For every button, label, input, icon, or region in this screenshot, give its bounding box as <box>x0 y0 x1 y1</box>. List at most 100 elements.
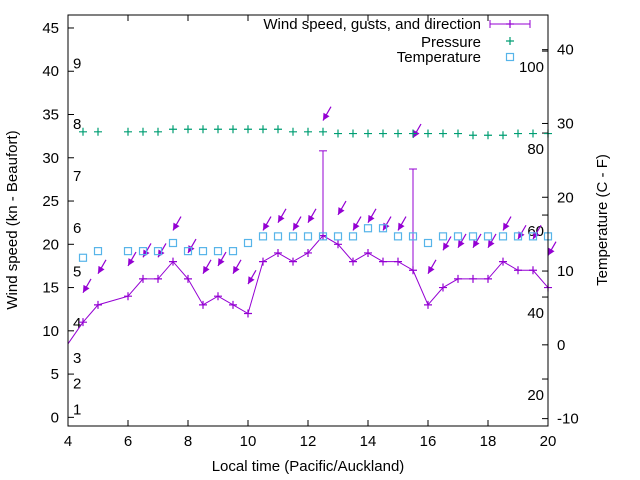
wind-direction-arrowhead <box>248 276 255 285</box>
wind-direction-arrowhead <box>458 239 465 248</box>
x-tick-label: 14 <box>360 433 377 450</box>
beaufort-label: 1 <box>73 402 81 419</box>
wind-speed-point <box>169 257 177 266</box>
fahrenheit-label: 100 <box>519 59 544 76</box>
wind-speed-point <box>454 274 462 283</box>
pressure-point <box>244 125 252 134</box>
temperature-point <box>228 247 238 256</box>
temperature-point <box>408 232 418 241</box>
pressure-point <box>439 129 447 138</box>
temperature-point <box>213 247 223 256</box>
temperature-point <box>363 224 373 233</box>
y-tick-label: 10 <box>42 323 59 340</box>
wind-direction-arrowhead <box>428 265 435 274</box>
pressure-point <box>289 127 297 136</box>
pressure-point <box>199 125 207 134</box>
temperature-point <box>258 232 268 241</box>
wind-direction-arrowhead <box>218 258 225 266</box>
temperature-point <box>198 247 208 256</box>
wind-speed-point <box>439 283 447 292</box>
pressure-point <box>79 127 87 136</box>
temperature-point <box>513 232 523 241</box>
temperature-point <box>123 247 133 256</box>
temperature-point <box>303 232 313 241</box>
temperature-point <box>378 224 388 233</box>
pressure-point <box>169 125 177 134</box>
beaufort-label: 8 <box>73 116 81 133</box>
y2-tick-label: 30 <box>557 115 574 132</box>
wind-speed-point <box>424 300 432 309</box>
pressure-point <box>484 131 492 140</box>
wind-speed-point <box>139 274 147 283</box>
y2-axis-label: Temperature (C - F) <box>594 154 611 286</box>
pressure-point <box>154 127 162 136</box>
x-tick-label: 4 <box>64 433 72 450</box>
wind-direction-arrowhead <box>293 222 300 231</box>
wind-speed-point <box>364 248 372 257</box>
pressure-point <box>349 129 357 138</box>
legend-pressure-label: Pressure <box>421 34 481 51</box>
x-tick-label: 10 <box>240 433 257 450</box>
wind-speed-point <box>484 274 492 283</box>
wind-speed-point <box>289 257 297 266</box>
pressure-point <box>304 127 312 136</box>
beaufort-label: 9 <box>73 56 81 73</box>
y-tick-label: 45 <box>42 20 59 37</box>
temperature-point <box>138 247 148 256</box>
wind-speed-point <box>379 257 387 266</box>
wind-speed-point <box>259 257 267 266</box>
beaufort-label: 6 <box>73 220 81 237</box>
wind-direction-arrowhead <box>443 242 450 251</box>
wind-speed-point <box>304 248 312 257</box>
pressure-point <box>124 127 132 136</box>
temperature-point <box>333 232 343 241</box>
wind-direction-arrowhead <box>263 222 270 231</box>
fahrenheit-label: 40 <box>527 305 544 322</box>
wind-speed-point <box>199 300 207 309</box>
pressure-point <box>499 131 507 140</box>
temperature-point <box>468 232 478 241</box>
wind-speed-point <box>229 300 237 309</box>
y-tick-label: 0 <box>51 409 59 426</box>
pressure-point <box>94 127 102 136</box>
temperature-point <box>348 232 358 241</box>
temperature-point <box>243 238 253 248</box>
temperature-point <box>183 247 193 256</box>
pressure-point <box>409 129 417 138</box>
wind-speed-point <box>214 292 222 301</box>
pressure-point <box>379 129 387 138</box>
temperature-point <box>483 232 493 241</box>
plot-border <box>67 14 549 427</box>
wind-speed-point <box>124 292 132 301</box>
x-tick-label: 20 <box>540 433 557 450</box>
pressure-point <box>364 129 372 138</box>
pressure-point <box>394 129 402 138</box>
wind-direction-arrowhead <box>323 112 330 121</box>
fahrenheit-label: 20 <box>527 387 544 404</box>
pressure-point <box>529 129 537 138</box>
wind-speed-point <box>154 274 162 283</box>
pressure-point <box>184 125 192 134</box>
temperature-point <box>453 232 463 241</box>
temperature-point <box>438 232 448 241</box>
wind-speed-point <box>499 257 507 266</box>
y2-tick-label: 40 <box>557 42 574 59</box>
legend-wind-label: Wind speed, gusts, and direction <box>263 16 481 33</box>
wind-direction-arrowhead <box>503 222 510 231</box>
temperature-point <box>393 232 403 241</box>
wind-direction-arrowhead <box>368 214 375 223</box>
pressure-point <box>214 125 222 134</box>
wind-speed-point <box>94 300 102 309</box>
wind-speed-point <box>469 274 477 283</box>
y2-tick-label: -10 <box>557 411 579 428</box>
y2-tick-label: 20 <box>557 189 574 206</box>
pressure-point <box>454 129 462 138</box>
x-axis-label: Local time (Pacific/Auckland) <box>212 458 405 475</box>
pressure-point <box>229 125 237 134</box>
wind-speed-point <box>79 318 87 327</box>
legend-temperature-marker <box>505 52 515 62</box>
y2-tick-label: 0 <box>557 337 565 354</box>
wind-direction-arrowhead <box>353 222 360 231</box>
wind-direction-arrowhead <box>488 239 495 248</box>
wind-direction-arrowhead <box>233 265 240 274</box>
